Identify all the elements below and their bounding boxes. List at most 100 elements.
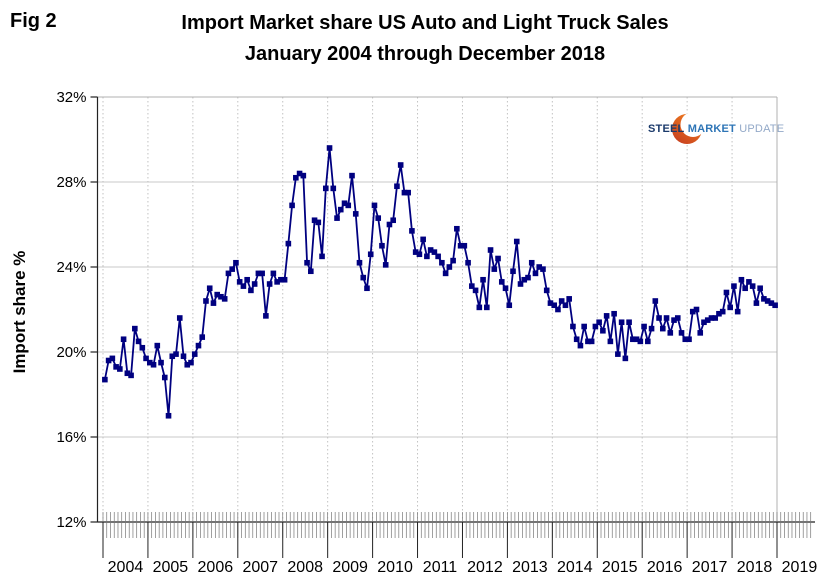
x-year-label: 2013 <box>512 559 548 576</box>
data-point-marker <box>757 285 763 292</box>
data-point-marker <box>191 351 198 357</box>
data-point-marker <box>334 215 340 221</box>
chart-title-line1: Import Market share US Auto and Light Tr… <box>181 12 669 34</box>
data-point-marker <box>330 185 337 192</box>
data-point-marker <box>746 279 752 285</box>
chart-title: Import Market share US Auto and Light Tr… <box>95 8 755 70</box>
data-point-marker <box>731 283 737 289</box>
data-point-marker <box>454 225 460 232</box>
data-point-marker <box>251 281 258 287</box>
data-point-marker <box>165 412 172 419</box>
data-point-marker <box>701 319 707 326</box>
data-point-marker <box>158 359 164 366</box>
data-point-marker <box>585 338 591 345</box>
data-point-marker <box>308 268 314 275</box>
data-point-marker <box>236 279 243 285</box>
data-point-marker <box>637 338 644 345</box>
data-point-marker <box>345 202 352 209</box>
x-year-label: 2018 <box>737 559 773 576</box>
data-point-marker <box>105 357 112 364</box>
data-point-marker <box>439 259 445 266</box>
data-point-marker <box>727 304 733 311</box>
data-point-marker <box>772 302 778 309</box>
data-point-marker <box>143 355 149 362</box>
data-point-marker <box>349 172 355 179</box>
data-point-marker <box>206 285 213 292</box>
data-point-marker <box>300 172 307 179</box>
data-point-marker <box>532 270 539 277</box>
data-point-marker <box>686 336 692 343</box>
data-point-marker <box>469 283 475 289</box>
data-point-marker <box>648 325 655 332</box>
data-point-marker <box>491 266 498 272</box>
data-point-marker <box>150 361 157 368</box>
data-point-marker <box>221 296 228 302</box>
data-point-marker <box>270 270 277 277</box>
data-point-marker <box>199 334 206 340</box>
data-point-marker <box>367 251 374 258</box>
data-point-marker <box>446 264 453 270</box>
data-point-marker <box>375 215 382 221</box>
data-point-marker <box>139 344 146 351</box>
data-point-marker <box>645 338 651 345</box>
data-point-marker <box>147 359 153 366</box>
data-point-marker <box>633 336 640 343</box>
data-point-marker <box>487 247 494 253</box>
data-point-marker <box>573 336 580 343</box>
data-point-marker <box>431 249 438 255</box>
data-point-marker <box>326 145 333 151</box>
x-year-label: 2012 <box>467 559 503 576</box>
data-point-marker <box>296 170 303 177</box>
data-point-marker <box>120 336 127 343</box>
data-point-marker <box>315 219 322 226</box>
data-point-marker <box>607 338 614 345</box>
data-point-marker <box>266 281 273 287</box>
data-point-marker <box>278 276 284 283</box>
data-point-marker <box>409 228 415 234</box>
y-tick-label: 20% <box>56 344 86 361</box>
data-point-marker <box>274 279 280 285</box>
data-point-marker <box>570 323 576 330</box>
data-point-marker <box>630 336 636 343</box>
data-point-marker <box>461 242 468 249</box>
data-point-marker <box>311 217 318 224</box>
data-point-marker <box>424 253 430 260</box>
data-point-marker <box>195 342 202 349</box>
data-point-marker <box>498 279 505 285</box>
logo-word-market: MARKET <box>687 123 736 135</box>
data-point-marker <box>450 257 456 264</box>
data-point-marker <box>716 310 722 317</box>
data-point-marker <box>337 206 344 213</box>
data-point-marker <box>386 221 393 228</box>
data-point-marker <box>281 276 288 283</box>
data-point-marker <box>588 338 595 345</box>
x-year-label: 2016 <box>647 559 683 576</box>
data-point-marker <box>169 353 176 360</box>
x-year-label: 2017 <box>692 559 728 576</box>
data-point-marker <box>401 189 408 196</box>
data-point-marker <box>540 266 546 272</box>
data-point-marker <box>255 270 262 277</box>
logo-word-update: UPDATE <box>739 123 785 135</box>
data-point-marker <box>551 302 558 309</box>
data-point-marker <box>210 300 217 306</box>
data-point-marker <box>600 327 606 334</box>
data-point-marker <box>225 270 232 277</box>
data-point-marker <box>176 315 183 321</box>
data-point-marker <box>371 202 378 209</box>
data-point-marker <box>528 259 535 266</box>
x-year-label: 2014 <box>557 559 593 576</box>
data-point-marker <box>708 315 715 321</box>
x-year-label: 2008 <box>287 559 323 576</box>
data-point-marker <box>188 359 194 366</box>
data-point-marker <box>555 306 561 313</box>
data-point-marker <box>734 308 741 315</box>
data-point-marker <box>214 291 221 298</box>
data-point-marker <box>513 238 520 245</box>
data-point-marker <box>420 236 426 243</box>
data-point-marker <box>113 364 119 370</box>
data-point-marker <box>476 304 483 311</box>
x-year-label: 2004 <box>108 559 144 576</box>
data-point-marker <box>480 276 486 283</box>
